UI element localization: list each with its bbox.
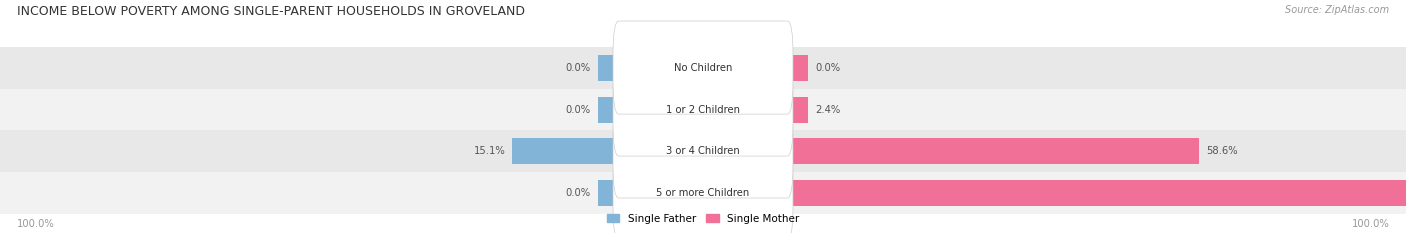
- Bar: [787, 55, 808, 81]
- Bar: [0, 130, 1406, 172]
- Bar: [512, 138, 619, 164]
- Text: 1 or 2 Children: 1 or 2 Children: [666, 105, 740, 114]
- Text: Source: ZipAtlas.com: Source: ZipAtlas.com: [1285, 5, 1389, 15]
- Legend: Single Father, Single Mother: Single Father, Single Mother: [603, 209, 803, 228]
- Text: 58.6%: 58.6%: [1206, 147, 1237, 156]
- Text: 5 or more Children: 5 or more Children: [657, 188, 749, 198]
- Text: 0.0%: 0.0%: [565, 63, 591, 72]
- FancyBboxPatch shape: [613, 105, 793, 198]
- Text: 0.0%: 0.0%: [565, 105, 591, 114]
- Text: 0.0%: 0.0%: [815, 63, 841, 72]
- Bar: [787, 180, 1406, 206]
- Bar: [0, 47, 1406, 89]
- Bar: [598, 96, 619, 123]
- Text: 100.0%: 100.0%: [17, 219, 55, 229]
- FancyBboxPatch shape: [613, 147, 793, 233]
- Bar: [0, 89, 1406, 130]
- Text: 2.4%: 2.4%: [815, 105, 841, 114]
- Bar: [787, 138, 1199, 164]
- Bar: [0, 172, 1406, 214]
- Bar: [598, 180, 619, 206]
- FancyBboxPatch shape: [613, 21, 793, 114]
- Text: 100.0%: 100.0%: [1351, 219, 1389, 229]
- Text: 0.0%: 0.0%: [565, 188, 591, 198]
- Text: 3 or 4 Children: 3 or 4 Children: [666, 147, 740, 156]
- Bar: [598, 55, 619, 81]
- Text: INCOME BELOW POVERTY AMONG SINGLE-PARENT HOUSEHOLDS IN GROVELAND: INCOME BELOW POVERTY AMONG SINGLE-PARENT…: [17, 5, 524, 18]
- Bar: [787, 96, 808, 123]
- Text: 15.1%: 15.1%: [474, 147, 506, 156]
- FancyBboxPatch shape: [613, 63, 793, 156]
- Text: No Children: No Children: [673, 63, 733, 72]
